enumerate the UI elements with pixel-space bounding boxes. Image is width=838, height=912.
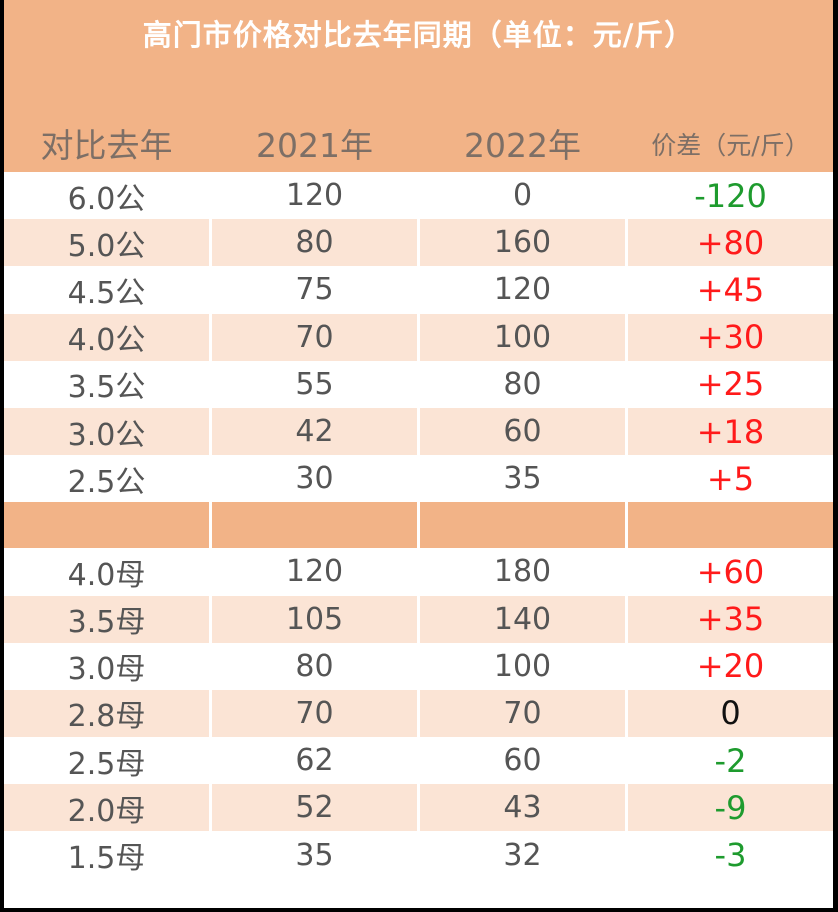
cell-spec: 4.0公 [4,313,209,361]
table-row: 4.0母 120 180 +60 [4,548,833,595]
male-rows: 6.0公 120 0 -120 5.0公 80 160 +80 4.5公 75 120 +45 4.0公… [4,172,833,502]
table-body: 6.0公 120 0 -120 5.0公 80 160 +80 4.5公 75 120 +45 4.0公… [4,172,833,879]
cell-spec: 4.0母 [67,557,146,593]
separator-cell [212,502,417,549]
female-rows: 4.0母 120 180 +60 3.5母 105 140 +35 3.0母 80 100 +20 2.… [4,548,833,878]
cell-2021: 120 [285,554,344,590]
cell-2021: 105 [212,595,417,643]
cell-diff: -2 [714,741,747,780]
column-header-diff: 价差（元/斤） [651,131,810,160]
cell-diff: +30 [628,313,833,361]
cell-2022: 140 [420,595,625,643]
cell-spec: 3.0母 [67,652,146,688]
table-title: 高门市价格对比去年同期（单位：元/斤） [142,18,695,52]
table-row: 3.5母 105 140 +35 [4,595,833,643]
cell-spec: 2.0母 [4,784,209,832]
separator-row [4,502,833,549]
cell-spec: 3.5公 [67,370,146,406]
table-row: 3.5公 55 80 +25 [4,361,833,408]
table-row: 2.5公 30 35 +5 [4,455,833,502]
cell-2021: 75 [295,272,334,308]
cell-diff: +18 [628,407,833,456]
cell-2021: 70 [212,313,417,361]
cell-2022: 60 [503,743,542,779]
cell-diff: -3 [714,836,747,875]
cell-2022: 100 [493,648,552,684]
table-row: 2.5母 62 60 -2 [4,737,833,784]
cell-2022: 70 [420,689,625,738]
cell-2022: 80 [503,366,542,402]
table-row: 6.0公 120 0 -120 [4,172,833,219]
cell-spec: 5.0公 [4,219,209,267]
cell-diff: -120 [694,176,767,215]
cell-diff: +45 [696,270,765,309]
cell-2021: 52 [212,784,417,832]
cell-2021: 70 [212,689,417,738]
cell-2022: 43 [420,784,625,832]
cell-diff: -9 [628,784,833,832]
cell-spec: 3.0公 [4,407,209,456]
cell-2021: 35 [295,837,334,873]
cell-diff: +80 [628,219,833,267]
cell-spec: 2.8母 [4,689,209,738]
cell-diff: +20 [696,647,765,686]
cell-2022: 120 [493,272,552,308]
cell-diff: +35 [628,595,833,643]
table-row: 3.0母 80 100 +20 [4,643,833,690]
table-row: 2.0母 52 43 -9 [4,784,833,832]
column-header-2021: 2021年 [256,126,373,165]
table-header: 高门市价格对比去年同期（单位：元/斤） 对比去年 2021年 2022年 价差（… [4,0,833,172]
cell-2022: 100 [420,313,625,361]
table-row: 2.8母 70 70 0 [4,689,833,738]
table-row: 1.5母 35 32 -3 [4,831,833,878]
cell-spec: 4.5公 [67,275,146,311]
table-row: 4.5公 75 120 +45 [4,266,833,313]
cell-2022: 0 [512,178,533,214]
cell-2021: 80 [295,648,334,684]
separator-cell [4,502,209,549]
cell-diff: +60 [696,552,765,591]
cell-spec: 3.5母 [4,595,209,643]
separator-cell [420,502,625,549]
table-row: 4.0公 70 100 +30 [4,313,833,361]
cell-diff: +5 [706,459,755,498]
cell-spec: 2.5母 [67,746,146,782]
table-row: 3.0公 42 60 +18 [4,407,833,456]
cell-diff: 0 [628,689,833,738]
column-header-2022: 2022年 [464,126,581,165]
cell-2022: 180 [493,554,552,590]
cell-2021: 120 [285,178,344,214]
cell-2021: 80 [212,219,417,267]
cell-2022: 35 [503,461,542,497]
cell-spec: 2.5公 [67,464,146,500]
cell-2022: 32 [503,837,542,873]
cell-diff: +25 [696,365,765,404]
price-table: 高门市价格对比去年同期（单位：元/斤） 对比去年 2021年 2022年 价差（… [4,0,833,908]
column-header-spec: 对比去年 [40,126,173,165]
table-row: 5.0公 80 160 +80 [4,219,833,267]
separator-cell [628,502,833,549]
cell-2021: 30 [295,461,334,497]
cell-2021: 42 [212,407,417,456]
cell-2022: 160 [420,219,625,267]
cell-spec: 1.5母 [67,841,146,877]
cell-spec: 6.0公 [67,181,146,217]
cell-2021: 55 [295,366,334,402]
cell-2021: 62 [295,743,334,779]
cell-2022: 60 [420,407,625,456]
